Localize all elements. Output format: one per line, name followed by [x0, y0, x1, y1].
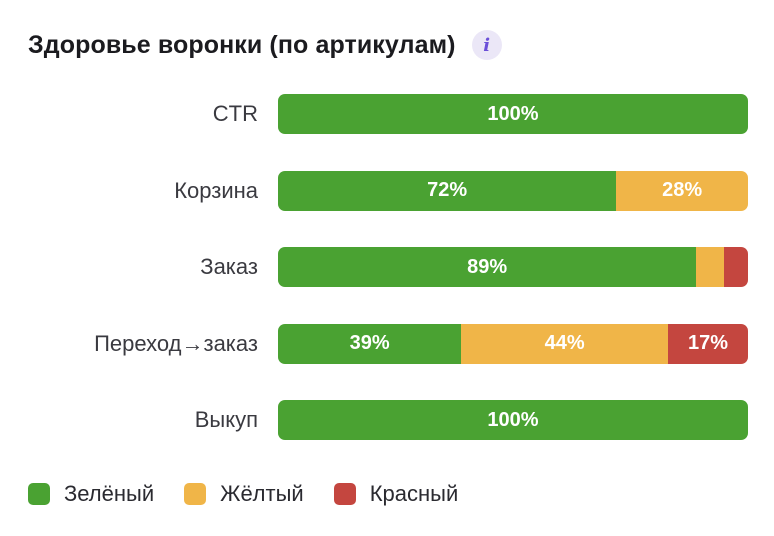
category-label: Выкуп: [194, 407, 258, 432]
bar-segment[interactable]: 72%: [278, 170, 617, 211]
card-header: Здоровье воронки (по артикулам) i: [28, 30, 502, 60]
category-label: CTR: [212, 101, 258, 126]
legend-label: Зелёный: [64, 481, 155, 506]
legend-label: Жёлтый: [220, 481, 304, 506]
bar-row: Корзина 72% 28%: [0, 170, 774, 211]
data-label: 89%: [467, 255, 508, 278]
bar-row: CTR 100%: [0, 94, 774, 134]
stacked-bar[interactable]: 39% 44% 17%: [278, 323, 748, 364]
data-label: 44%: [544, 332, 585, 354]
legend-label: Красный: [369, 481, 459, 506]
data-label: 100%: [487, 102, 539, 125]
legend-swatch: [333, 483, 356, 505]
bar-segment[interactable]: 100%: [278, 400, 748, 440]
stacked-bar[interactable]: 100%: [278, 400, 748, 440]
bar-segment[interactable]: [724, 247, 748, 287]
legend-swatch: [28, 483, 50, 505]
card-title: Здоровье воронки (по артикулам): [28, 30, 456, 59]
data-label: 17%: [688, 332, 729, 354]
category-label: Корзина: [174, 177, 258, 203]
legend-item[interactable]: Жёлтый: [184, 481, 304, 507]
category-label: Переход→заказ: [94, 330, 258, 356]
legend-item[interactable]: Зелёный: [28, 481, 154, 507]
bar-segment[interactable]: 44%: [461, 323, 669, 364]
bar-segment[interactable]: [696, 247, 725, 287]
bar-row: Переход→заказ 39% 44% 17%: [0, 323, 774, 364]
bar-segment[interactable]: 100%: [278, 94, 748, 134]
bar-segment[interactable]: 89%: [278, 247, 697, 287]
bar-segment[interactable]: 28%: [616, 170, 748, 211]
data-label: 100%: [487, 408, 539, 431]
legend-swatch: [184, 483, 207, 505]
legend-item[interactable]: Красный: [333, 481, 459, 507]
data-label: 72%: [427, 179, 468, 201]
bar-segment[interactable]: 17%: [668, 323, 748, 364]
data-label: 39%: [349, 332, 390, 354]
category-label: Заказ: [200, 254, 258, 279]
chart-legend: Зелёный Жёлтый Красный: [28, 481, 488, 507]
stacked-bar[interactable]: 89%: [278, 247, 748, 287]
data-label: 28%: [662, 179, 703, 201]
stacked-bar[interactable]: 72% 28%: [278, 170, 748, 211]
bar-row: Выкуп 100%: [0, 400, 774, 440]
bar-row: Заказ 89%: [0, 247, 774, 287]
bar-segment[interactable]: 39%: [278, 323, 462, 364]
stacked-bar[interactable]: 100%: [278, 94, 748, 134]
info-icon[interactable]: i: [471, 30, 502, 60]
